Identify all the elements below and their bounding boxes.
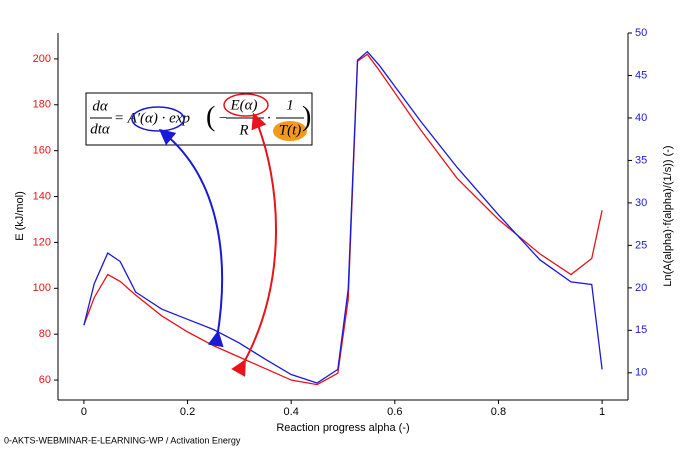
formula-part: ( <box>206 101 215 132</box>
footer: 0-AKTS-WEBMINAR-E-LEARNING-WP / Activati… <box>4 435 241 445</box>
series-line <box>83 50 603 384</box>
series-line <box>83 53 603 386</box>
formula-part: − <box>218 110 228 126</box>
y2-tick-label: 50 <box>635 27 647 39</box>
y2-tick-label: 30 <box>635 197 647 209</box>
y2-tick-label: 25 <box>635 239 647 251</box>
y2-tick-label: 20 <box>635 282 647 294</box>
x-tick-label: 0.4 <box>284 406 299 418</box>
x-tick-label: 0.2 <box>180 406 195 418</box>
y-tick-label: 60 <box>39 374 51 386</box>
y2-tick-label: 35 <box>635 154 647 166</box>
y-tick-label: 160 <box>33 145 51 157</box>
x-axis-label: Reaction progress alpha (-) <box>276 422 409 434</box>
formula-part: = A′(α) · exp <box>114 110 190 126</box>
y-tick-label: 120 <box>33 236 51 248</box>
y-tick-label: 200 <box>33 53 51 65</box>
formula-part: R <box>238 122 248 138</box>
formula-part: dtα <box>90 121 111 137</box>
y-axis-label: E (kJ/mol) <box>14 191 26 241</box>
y2-axis-label: Ln(A(alpha)·f(alpha)/(1/s)) (-) <box>662 145 674 286</box>
y2-tick-label: 10 <box>635 367 647 379</box>
highlight <box>273 121 307 141</box>
y-tick-label: 180 <box>33 99 51 111</box>
formula-part: · <box>267 110 271 126</box>
formula-part: E(α) <box>229 97 257 113</box>
formula-box: dα dtα = A′(α) · exp ( − E(α) R · 1 T(t)… <box>85 92 313 146</box>
formula-part: T(t) <box>279 122 302 138</box>
arrow <box>231 112 277 377</box>
y2-tick-label: 15 <box>635 324 647 336</box>
formula-part: ) <box>302 101 311 132</box>
x-tick-label: 0 <box>81 406 87 418</box>
x-tick-label: 0.6 <box>387 406 402 418</box>
formula-part: dα <box>92 98 109 114</box>
x-tick-label: 0.8 <box>491 406 506 418</box>
y-tick-label: 140 <box>33 190 51 202</box>
highlight <box>131 106 185 132</box>
formula-part: 1 <box>286 97 294 113</box>
arrow <box>158 128 224 348</box>
x-tick-label: 1 <box>599 406 605 418</box>
y2-tick-label: 40 <box>635 112 647 124</box>
y2-tick-label: 45 <box>635 69 647 81</box>
y-tick-label: 80 <box>39 328 51 340</box>
y-tick-label: 100 <box>33 282 51 294</box>
